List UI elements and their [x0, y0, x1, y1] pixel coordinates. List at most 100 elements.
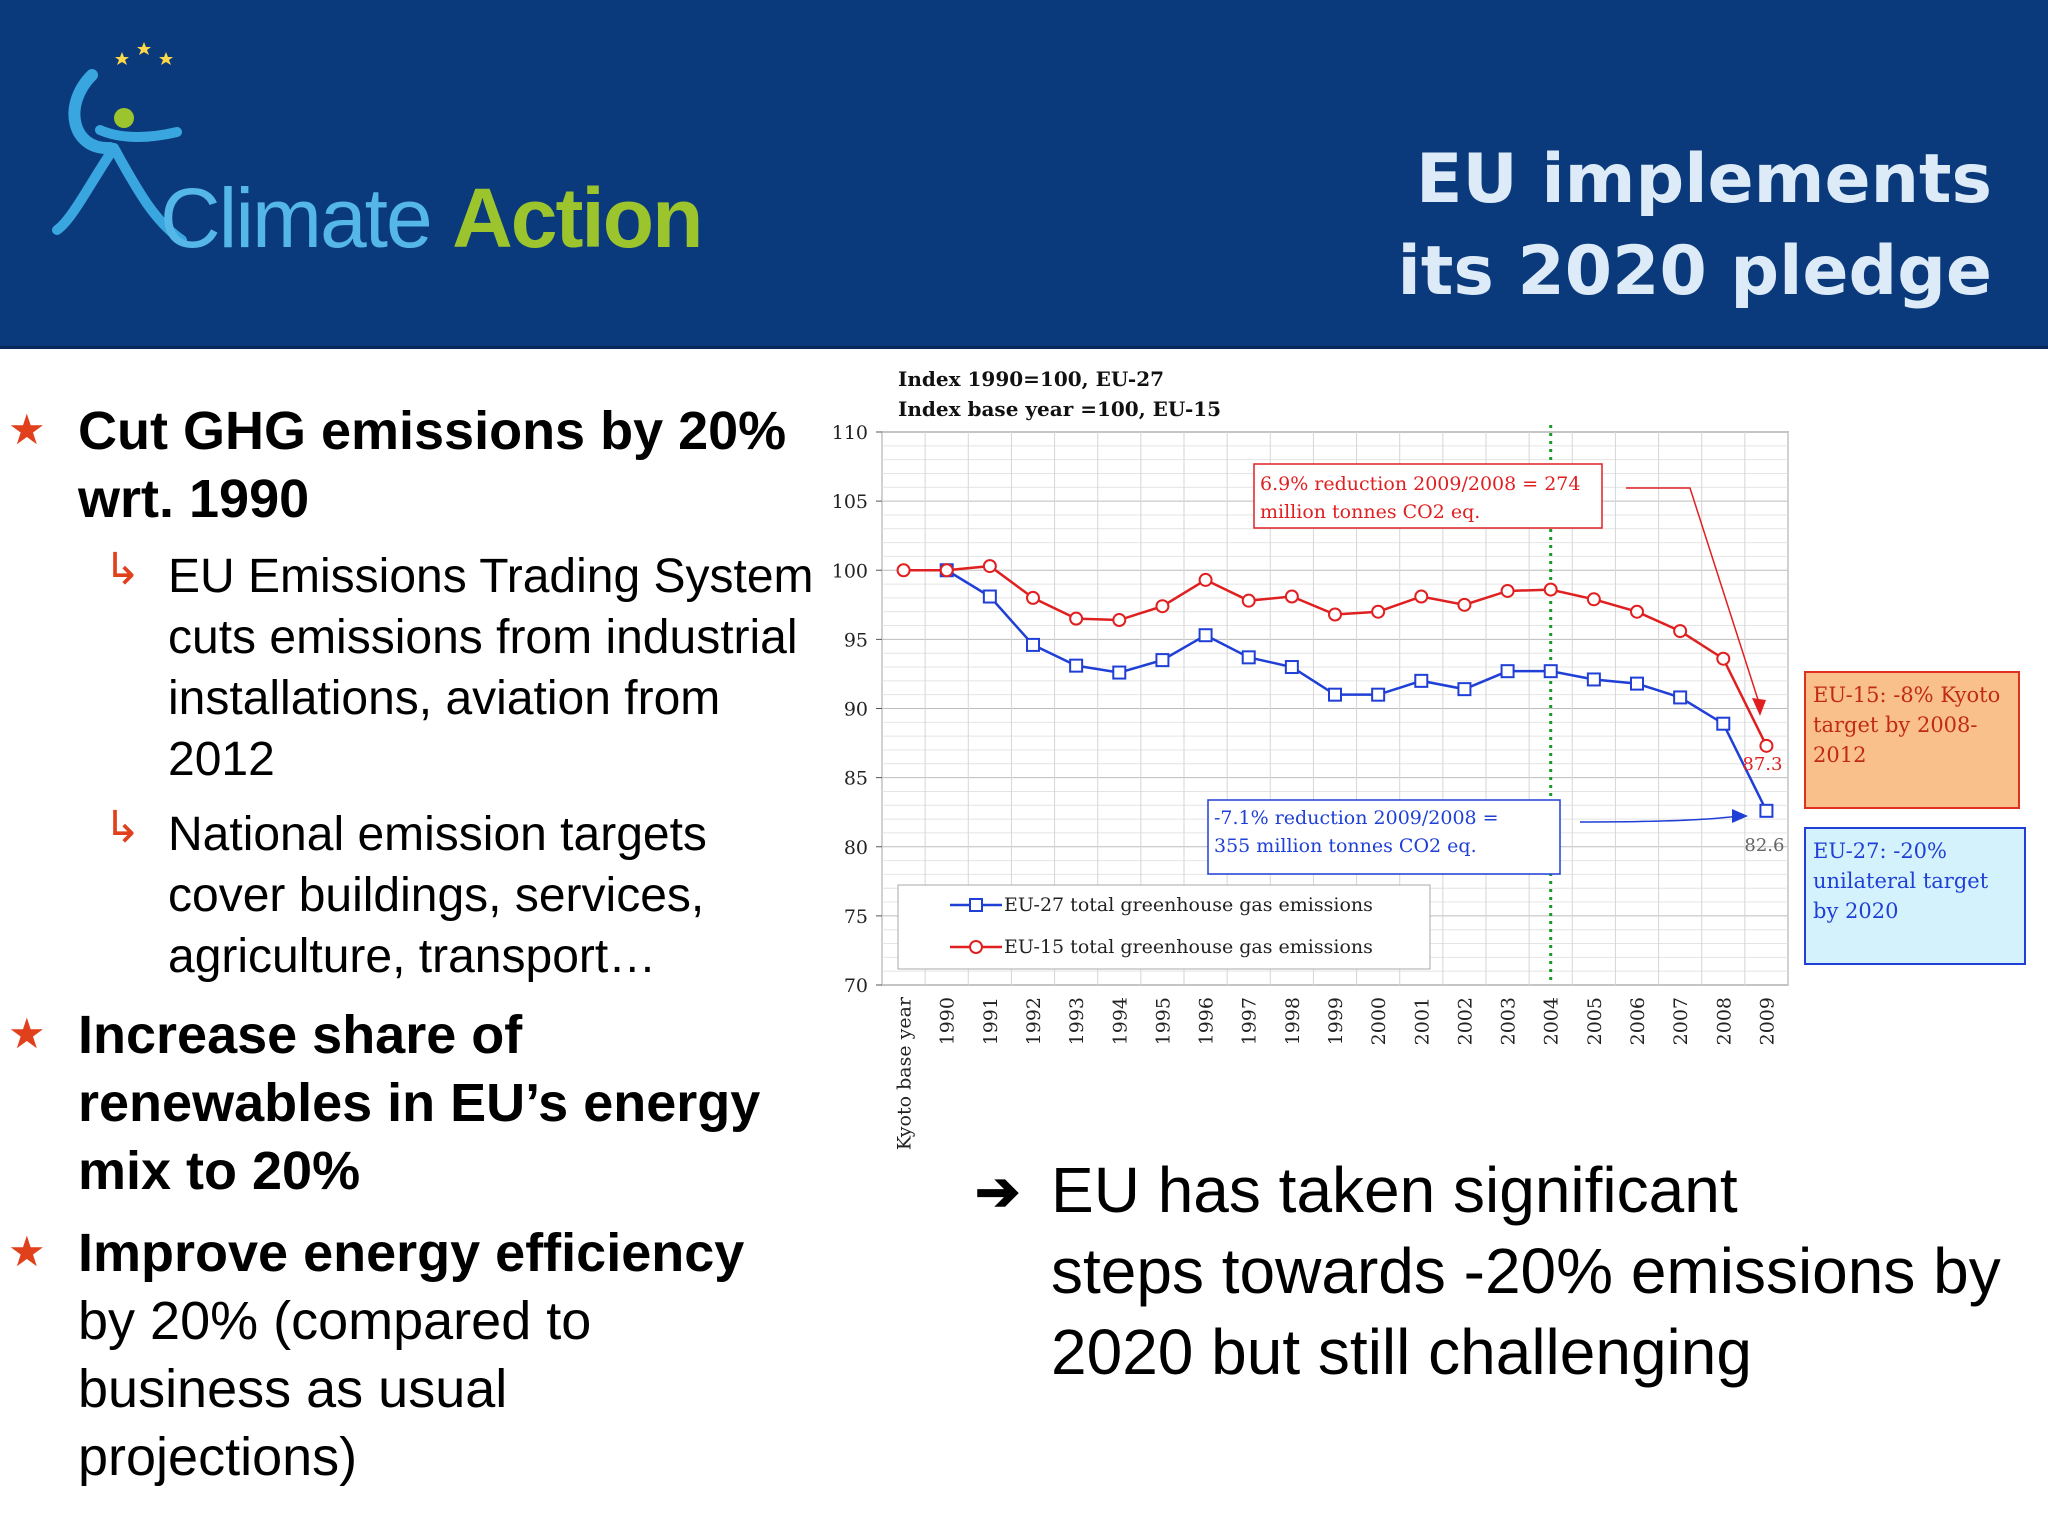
y-tick-label: 80 — [844, 837, 868, 859]
annotation-eu15-line-1: 6.9% reduction 2009/2008 = 274 — [1260, 473, 1580, 495]
x-tick-label: 1993 — [1066, 997, 1088, 1045]
eu27-data-point — [1284, 660, 1299, 675]
eu15-data-point — [1198, 572, 1213, 587]
eu27-data-point — [1716, 716, 1731, 731]
annotation-box-eu27 — [1207, 799, 1561, 875]
title-line-2: its 2020 pledge — [1397, 232, 1992, 311]
eu15-data-point — [1414, 589, 1429, 604]
bullet-efficiency: ★ Improve energy efficiency by 20% (comp… — [0, 1219, 820, 1491]
star-icon: ★ — [8, 1228, 46, 1275]
x-tick-label: 2004 — [1541, 997, 1563, 1045]
x-tick-label: 2008 — [1713, 997, 1735, 1045]
conclusion-line-1: EU has taken significant — [1051, 1154, 1738, 1226]
eu15-data-point — [896, 563, 911, 578]
eu27-data-point — [1026, 637, 1040, 652]
annotation-eu15-arrowhead — [1752, 698, 1766, 716]
eu27-data-point — [1328, 687, 1342, 702]
title-line-1: EU implements — [1416, 140, 1992, 219]
star-icon: ★ — [8, 1010, 46, 1057]
x-tick-label: 1996 — [1196, 997, 1218, 1045]
legend-box — [897, 884, 1431, 970]
eu15-data-point — [1543, 582, 1558, 597]
conclusion: ➔ EU has taken significant steps towards… — [975, 1150, 2015, 1393]
side-box-text: EU-27: -20% — [1813, 839, 1947, 863]
star-icon: ★ — [8, 406, 46, 453]
x-tick-label: 2003 — [1498, 997, 1520, 1045]
figure-head-icon — [114, 108, 134, 128]
eu15-data-point — [1716, 651, 1731, 666]
figure-body-icon — [52, 125, 187, 245]
eu15-data-point — [1328, 607, 1342, 622]
y-tick-label: 95 — [844, 629, 868, 651]
side-box-eu27 — [1804, 827, 2026, 965]
side-box-eu15 — [1804, 671, 2020, 809]
series-line-eu27 — [946, 569, 1768, 812]
x-tick-label: 2007 — [1670, 997, 1692, 1045]
x-tick-label: 1992 — [1023, 997, 1045, 1045]
sub-bullet-ets: ↳ EU Emissions Trading System cuts emiss… — [104, 546, 824, 790]
logo-text: Climate Action — [160, 170, 703, 267]
eu15-data-point — [1500, 583, 1515, 598]
eu27-data-point — [1198, 628, 1213, 643]
eu27-data-point — [1069, 658, 1084, 673]
legend-marker-square — [969, 898, 983, 912]
x-tick-label: 1998 — [1282, 997, 1304, 1045]
eu27-data-point — [1155, 653, 1170, 668]
climate-action-logo — [52, 42, 187, 245]
sub-bullet-national-text: National emission targets cover building… — [168, 808, 707, 983]
emissions-chart: Index 1990=100, EU-27 Index base year =10… — [832, 367, 2026, 1150]
eu27-data-point — [1112, 665, 1127, 680]
eu27-data-point — [1371, 687, 1386, 702]
annotation-eu27-arrowhead — [1732, 809, 1748, 823]
bullet-efficiency-plain: by 20% (compared to business as usual pr… — [78, 1291, 592, 1487]
side-box-text: unilateral target — [1813, 869, 1989, 893]
conclusion-rest: steps towards -20% emissions by 2020 but… — [1051, 1235, 2001, 1388]
side-box-text: 2012 — [1813, 743, 1866, 767]
y-tick-label: 85 — [844, 768, 868, 790]
bullet-ghg: ★ Cut GHG emissions by 20% wrt. 1990 — [0, 397, 820, 533]
x-tick-label: 2009 — [1756, 997, 1778, 1045]
eu15-data-point — [1759, 738, 1774, 753]
eu15-data-point — [1630, 604, 1644, 619]
x-tick-label: 1994 — [1109, 997, 1131, 1045]
eu15-data-point — [1673, 624, 1688, 639]
side-box-text: EU-15: -8% Kyoto — [1813, 683, 2000, 707]
eu27-data-point — [1673, 690, 1688, 705]
x-tick-label: 1997 — [1239, 997, 1261, 1045]
eu15-data-point — [1155, 599, 1170, 614]
y-tick-label: 90 — [844, 699, 868, 721]
arrow-right-icon: ➔ — [975, 1162, 1021, 1222]
legend-label: EU-27 total greenhouse gas emissions — [1004, 894, 1373, 916]
sub-bullet-national: ↳ National emission targets cover buildi… — [104, 804, 824, 987]
y-tick-label: 100 — [832, 560, 868, 582]
eu27-data-point — [1457, 682, 1472, 697]
annotation-eu15-arrow — [1626, 487, 1761, 707]
eu15-end-label: 87.3 — [1742, 754, 1782, 775]
y-tick-label: 70 — [844, 975, 868, 997]
x-tick-label: 2005 — [1584, 997, 1606, 1045]
chart-title-line-1: Index 1990=100, EU-27 — [898, 367, 1164, 391]
bullet-renewables: ★ Increase share of renewables in EU’s e… — [0, 1001, 820, 1205]
legend-label: EU-15 total greenhouse gas emissions — [1004, 936, 1373, 958]
eu15-data-point — [1586, 592, 1601, 607]
y-tick-label: 105 — [832, 491, 868, 513]
bullet-renewables-text: Increase share of renewables in EU’s ene… — [78, 1005, 761, 1201]
eu15-data-point — [982, 559, 997, 574]
side-box-text: target by 2008- — [1813, 713, 1978, 737]
x-tick-label: 2006 — [1627, 997, 1649, 1045]
eu15-data-point — [1112, 613, 1127, 628]
hook-arrow-icon: ↳ — [104, 803, 141, 852]
annotation-eu27-line-2: 355 million tonnes CO2 eq. — [1214, 835, 1477, 857]
annotation-eu15-line-2: million tonnes CO2 eq. — [1260, 501, 1480, 523]
eu27-data-point — [1241, 650, 1256, 665]
x-tick-label: 1991 — [980, 997, 1002, 1045]
eu15-data-point — [1284, 589, 1299, 604]
eu15-data-point — [1457, 597, 1472, 612]
hook-arrow-icon: ↳ — [104, 545, 141, 594]
eu27-data-point — [1630, 676, 1644, 691]
bullet-efficiency-bold: Improve energy efficiency — [78, 1223, 745, 1283]
bullet-efficiency-text: Improve energy efficiency by 20% (compar… — [78, 1219, 798, 1491]
annotation-eu27-arrow — [1579, 815, 1739, 823]
eu27-data-point — [982, 589, 997, 604]
annotation-box-eu15 — [1253, 463, 1603, 529]
